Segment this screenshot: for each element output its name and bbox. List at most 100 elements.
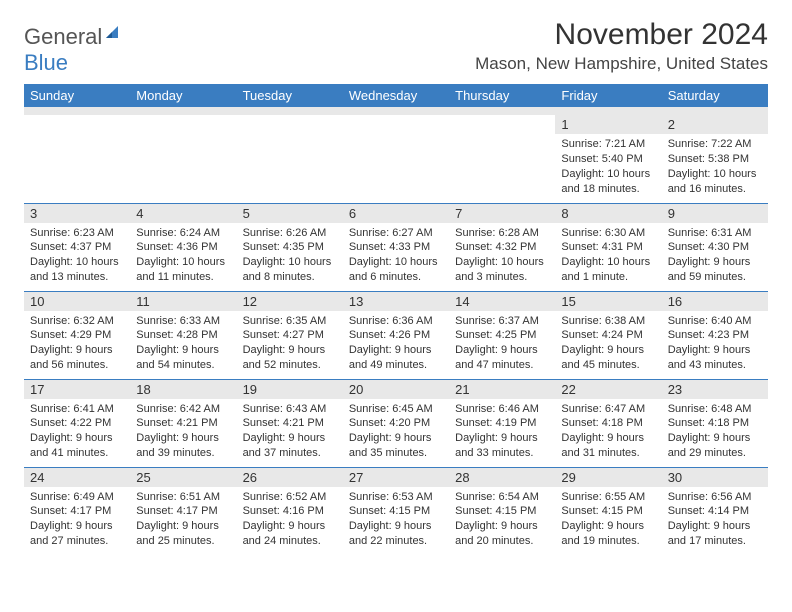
sunrise-text: Sunrise: 6:27 AM — [349, 226, 443, 241]
calendar-day-cell: 2Sunrise: 7:22 AMSunset: 5:38 PMDaylight… — [662, 115, 768, 203]
sunset-text: Sunset: 5:40 PM — [561, 152, 655, 167]
day-content: Sunrise: 6:31 AMSunset: 4:30 PMDaylight:… — [662, 223, 768, 289]
day-content: Sunrise: 6:38 AMSunset: 4:24 PMDaylight:… — [555, 311, 661, 377]
sunset-text: Sunset: 4:36 PM — [136, 240, 230, 255]
daylight-text: Daylight: 9 hours and 22 minutes. — [349, 519, 443, 549]
sunset-text: Sunset: 4:37 PM — [30, 240, 124, 255]
day-content: Sunrise: 6:42 AMSunset: 4:21 PMDaylight:… — [130, 399, 236, 465]
sunset-text: Sunset: 4:18 PM — [561, 416, 655, 431]
day-content: Sunrise: 6:32 AMSunset: 4:29 PMDaylight:… — [24, 311, 130, 377]
day-content: Sunrise: 6:23 AMSunset: 4:37 PMDaylight:… — [24, 223, 130, 289]
calendar-day-cell: 21Sunrise: 6:46 AMSunset: 4:19 PMDayligh… — [449, 379, 555, 467]
calendar-day-cell: 10Sunrise: 6:32 AMSunset: 4:29 PMDayligh… — [24, 291, 130, 379]
daylight-text: Daylight: 9 hours and 17 minutes. — [668, 519, 762, 549]
daylight-text: Daylight: 9 hours and 19 minutes. — [561, 519, 655, 549]
sunset-text: Sunset: 4:20 PM — [349, 416, 443, 431]
day-content: Sunrise: 6:51 AMSunset: 4:17 PMDaylight:… — [130, 487, 236, 553]
sunset-text: Sunset: 4:32 PM — [455, 240, 549, 255]
day-number: 16 — [662, 292, 768, 311]
sunset-text: Sunset: 4:23 PM — [668, 328, 762, 343]
daylight-text: Daylight: 9 hours and 54 minutes. — [136, 343, 230, 373]
day-content: Sunrise: 7:22 AMSunset: 5:38 PMDaylight:… — [662, 134, 768, 200]
sunset-text: Sunset: 4:21 PM — [136, 416, 230, 431]
calendar-day-cell: 9Sunrise: 6:31 AMSunset: 4:30 PMDaylight… — [662, 203, 768, 291]
day-content: Sunrise: 6:24 AMSunset: 4:36 PMDaylight:… — [130, 223, 236, 289]
calendar-week-row: 3Sunrise: 6:23 AMSunset: 4:37 PMDaylight… — [24, 203, 768, 291]
calendar-day-cell: 3Sunrise: 6:23 AMSunset: 4:37 PMDaylight… — [24, 203, 130, 291]
calendar-day-cell: 13Sunrise: 6:36 AMSunset: 4:26 PMDayligh… — [343, 291, 449, 379]
logo-text-1: General — [24, 24, 102, 49]
sunrise-text: Sunrise: 6:43 AM — [243, 402, 337, 417]
day-number: 13 — [343, 292, 449, 311]
calendar-day-cell: 12Sunrise: 6:35 AMSunset: 4:27 PMDayligh… — [237, 291, 343, 379]
sunrise-text: Sunrise: 6:42 AM — [136, 402, 230, 417]
sunset-text: Sunset: 4:16 PM — [243, 504, 337, 519]
day-number: 25 — [130, 468, 236, 487]
sunset-text: Sunset: 4:17 PM — [30, 504, 124, 519]
sunrise-text: Sunrise: 6:24 AM — [136, 226, 230, 241]
sunrise-text: Sunrise: 6:54 AM — [455, 490, 549, 505]
daylight-text: Daylight: 9 hours and 37 minutes. — [243, 431, 337, 461]
sunrise-text: Sunrise: 6:38 AM — [561, 314, 655, 329]
sunset-text: Sunset: 4:27 PM — [243, 328, 337, 343]
daylight-text: Daylight: 10 hours and 3 minutes. — [455, 255, 549, 285]
day-number: 7 — [449, 204, 555, 223]
sunrise-text: Sunrise: 6:37 AM — [455, 314, 549, 329]
sunset-text: Sunset: 4:30 PM — [668, 240, 762, 255]
weekday-header: Tuesday — [237, 84, 343, 107]
logo: General Blue — [24, 18, 124, 76]
daylight-text: Daylight: 9 hours and 33 minutes. — [455, 431, 549, 461]
daylight-text: Daylight: 9 hours and 20 minutes. — [455, 519, 549, 549]
sunset-text: Sunset: 4:18 PM — [668, 416, 762, 431]
daylight-text: Daylight: 9 hours and 43 minutes. — [668, 343, 762, 373]
sunrise-text: Sunrise: 6:28 AM — [455, 226, 549, 241]
day-content: Sunrise: 6:40 AMSunset: 4:23 PMDaylight:… — [662, 311, 768, 377]
sunset-text: Sunset: 4:15 PM — [455, 504, 549, 519]
calendar-day-cell: 18Sunrise: 6:42 AMSunset: 4:21 PMDayligh… — [130, 379, 236, 467]
day-number: 2 — [662, 115, 768, 134]
day-number: 29 — [555, 468, 661, 487]
daylight-text: Daylight: 9 hours and 45 minutes. — [561, 343, 655, 373]
day-content: Sunrise: 6:54 AMSunset: 4:15 PMDaylight:… — [449, 487, 555, 553]
day-number: 5 — [237, 204, 343, 223]
sunrise-text: Sunrise: 6:53 AM — [349, 490, 443, 505]
daylight-text: Daylight: 9 hours and 49 minutes. — [349, 343, 443, 373]
day-number: 10 — [24, 292, 130, 311]
sunrise-text: Sunrise: 6:36 AM — [349, 314, 443, 329]
day-number: 30 — [662, 468, 768, 487]
sunset-text: Sunset: 4:28 PM — [136, 328, 230, 343]
sunset-text: Sunset: 4:25 PM — [455, 328, 549, 343]
calendar-day-cell: 29Sunrise: 6:55 AMSunset: 4:15 PMDayligh… — [555, 467, 661, 555]
calendar-day-cell — [343, 115, 449, 203]
daylight-text: Daylight: 10 hours and 16 minutes. — [668, 167, 762, 197]
sunrise-text: Sunrise: 6:35 AM — [243, 314, 337, 329]
day-number: 26 — [237, 468, 343, 487]
day-content: Sunrise: 6:37 AMSunset: 4:25 PMDaylight:… — [449, 311, 555, 377]
calendar-day-cell — [24, 115, 130, 203]
sunrise-text: Sunrise: 6:45 AM — [349, 402, 443, 417]
day-content: Sunrise: 6:53 AMSunset: 4:15 PMDaylight:… — [343, 487, 449, 553]
day-content: Sunrise: 6:33 AMSunset: 4:28 PMDaylight:… — [130, 311, 236, 377]
day-content: Sunrise: 6:36 AMSunset: 4:26 PMDaylight:… — [343, 311, 449, 377]
day-number: 24 — [24, 468, 130, 487]
sunrise-text: Sunrise: 6:26 AM — [243, 226, 337, 241]
calendar-day-cell: 4Sunrise: 6:24 AMSunset: 4:36 PMDaylight… — [130, 203, 236, 291]
day-number: 6 — [343, 204, 449, 223]
calendar-day-cell: 25Sunrise: 6:51 AMSunset: 4:17 PMDayligh… — [130, 467, 236, 555]
day-number: 14 — [449, 292, 555, 311]
sunset-text: Sunset: 4:33 PM — [349, 240, 443, 255]
day-content: Sunrise: 6:26 AMSunset: 4:35 PMDaylight:… — [237, 223, 343, 289]
calendar-table: Sunday Monday Tuesday Wednesday Thursday… — [24, 84, 768, 555]
day-number: 28 — [449, 468, 555, 487]
calendar-week-row: 17Sunrise: 6:41 AMSunset: 4:22 PMDayligh… — [24, 379, 768, 467]
sunset-text: Sunset: 4:35 PM — [243, 240, 337, 255]
day-content: Sunrise: 6:47 AMSunset: 4:18 PMDaylight:… — [555, 399, 661, 465]
calendar-day-cell: 23Sunrise: 6:48 AMSunset: 4:18 PMDayligh… — [662, 379, 768, 467]
calendar-day-cell: 11Sunrise: 6:33 AMSunset: 4:28 PMDayligh… — [130, 291, 236, 379]
daylight-text: Daylight: 10 hours and 1 minute. — [561, 255, 655, 285]
calendar-day-cell: 27Sunrise: 6:53 AMSunset: 4:15 PMDayligh… — [343, 467, 449, 555]
sunset-text: Sunset: 4:15 PM — [561, 504, 655, 519]
sunrise-text: Sunrise: 6:56 AM — [668, 490, 762, 505]
day-content: Sunrise: 7:21 AMSunset: 5:40 PMDaylight:… — [555, 134, 661, 200]
calendar-day-cell: 16Sunrise: 6:40 AMSunset: 4:23 PMDayligh… — [662, 291, 768, 379]
